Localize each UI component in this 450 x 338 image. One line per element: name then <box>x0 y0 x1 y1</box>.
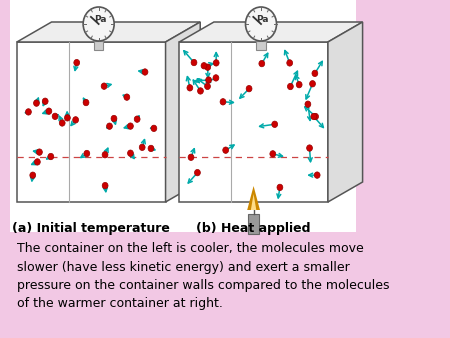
Text: (a) Initial temperature: (a) Initial temperature <box>12 222 170 235</box>
Circle shape <box>288 83 293 90</box>
Circle shape <box>191 59 197 66</box>
Circle shape <box>223 147 229 153</box>
Circle shape <box>213 75 219 81</box>
Circle shape <box>127 123 133 129</box>
Circle shape <box>34 100 40 106</box>
Circle shape <box>194 169 200 176</box>
Circle shape <box>187 84 193 91</box>
Polygon shape <box>17 22 200 42</box>
Circle shape <box>48 153 54 160</box>
Polygon shape <box>166 22 200 202</box>
Circle shape <box>83 7 114 41</box>
Bar <box>256 41 266 50</box>
Circle shape <box>26 109 32 115</box>
Circle shape <box>270 151 276 157</box>
Circle shape <box>201 63 207 69</box>
Circle shape <box>306 145 312 151</box>
Circle shape <box>64 115 70 121</box>
Circle shape <box>73 117 79 123</box>
Circle shape <box>296 81 302 88</box>
Circle shape <box>30 172 36 178</box>
Circle shape <box>246 7 276 41</box>
Circle shape <box>52 113 58 120</box>
Circle shape <box>111 115 117 122</box>
Circle shape <box>74 59 80 66</box>
Circle shape <box>198 88 203 94</box>
Circle shape <box>134 116 140 122</box>
Polygon shape <box>247 186 260 210</box>
Text: Pa: Pa <box>94 16 107 24</box>
Circle shape <box>213 60 219 66</box>
Circle shape <box>107 123 112 129</box>
Circle shape <box>313 113 319 120</box>
Circle shape <box>42 98 48 104</box>
Circle shape <box>102 151 108 158</box>
Polygon shape <box>179 22 363 42</box>
Circle shape <box>272 121 278 127</box>
Polygon shape <box>179 42 328 202</box>
Bar <box>9 0 356 232</box>
Circle shape <box>127 150 133 156</box>
Circle shape <box>206 77 212 83</box>
Circle shape <box>83 99 89 106</box>
Circle shape <box>312 70 318 77</box>
Polygon shape <box>328 22 363 202</box>
Bar <box>94 41 103 50</box>
Circle shape <box>46 108 52 114</box>
Circle shape <box>314 172 320 178</box>
Circle shape <box>259 61 265 67</box>
Circle shape <box>205 64 211 70</box>
Text: The container on the left is cooler, the molecules move
slower (have less kineti: The container on the left is cooler, the… <box>17 242 389 311</box>
Circle shape <box>220 99 226 105</box>
Circle shape <box>205 83 211 90</box>
Circle shape <box>277 184 283 191</box>
Circle shape <box>310 80 315 87</box>
Circle shape <box>102 183 108 189</box>
Circle shape <box>311 113 317 120</box>
Circle shape <box>151 125 157 131</box>
Circle shape <box>124 94 130 100</box>
Circle shape <box>148 145 154 152</box>
Circle shape <box>287 60 292 66</box>
Polygon shape <box>17 42 166 202</box>
Circle shape <box>246 86 252 92</box>
Circle shape <box>142 69 148 75</box>
Circle shape <box>59 120 65 126</box>
Circle shape <box>84 150 90 157</box>
Polygon shape <box>251 194 256 210</box>
Circle shape <box>305 101 311 107</box>
Circle shape <box>139 144 145 150</box>
Circle shape <box>101 83 107 89</box>
Circle shape <box>35 159 40 165</box>
Circle shape <box>36 149 42 155</box>
Text: Pa: Pa <box>256 16 269 24</box>
Circle shape <box>188 154 194 161</box>
Text: (b) Heat applied: (b) Heat applied <box>196 222 311 235</box>
Bar <box>248 214 259 234</box>
